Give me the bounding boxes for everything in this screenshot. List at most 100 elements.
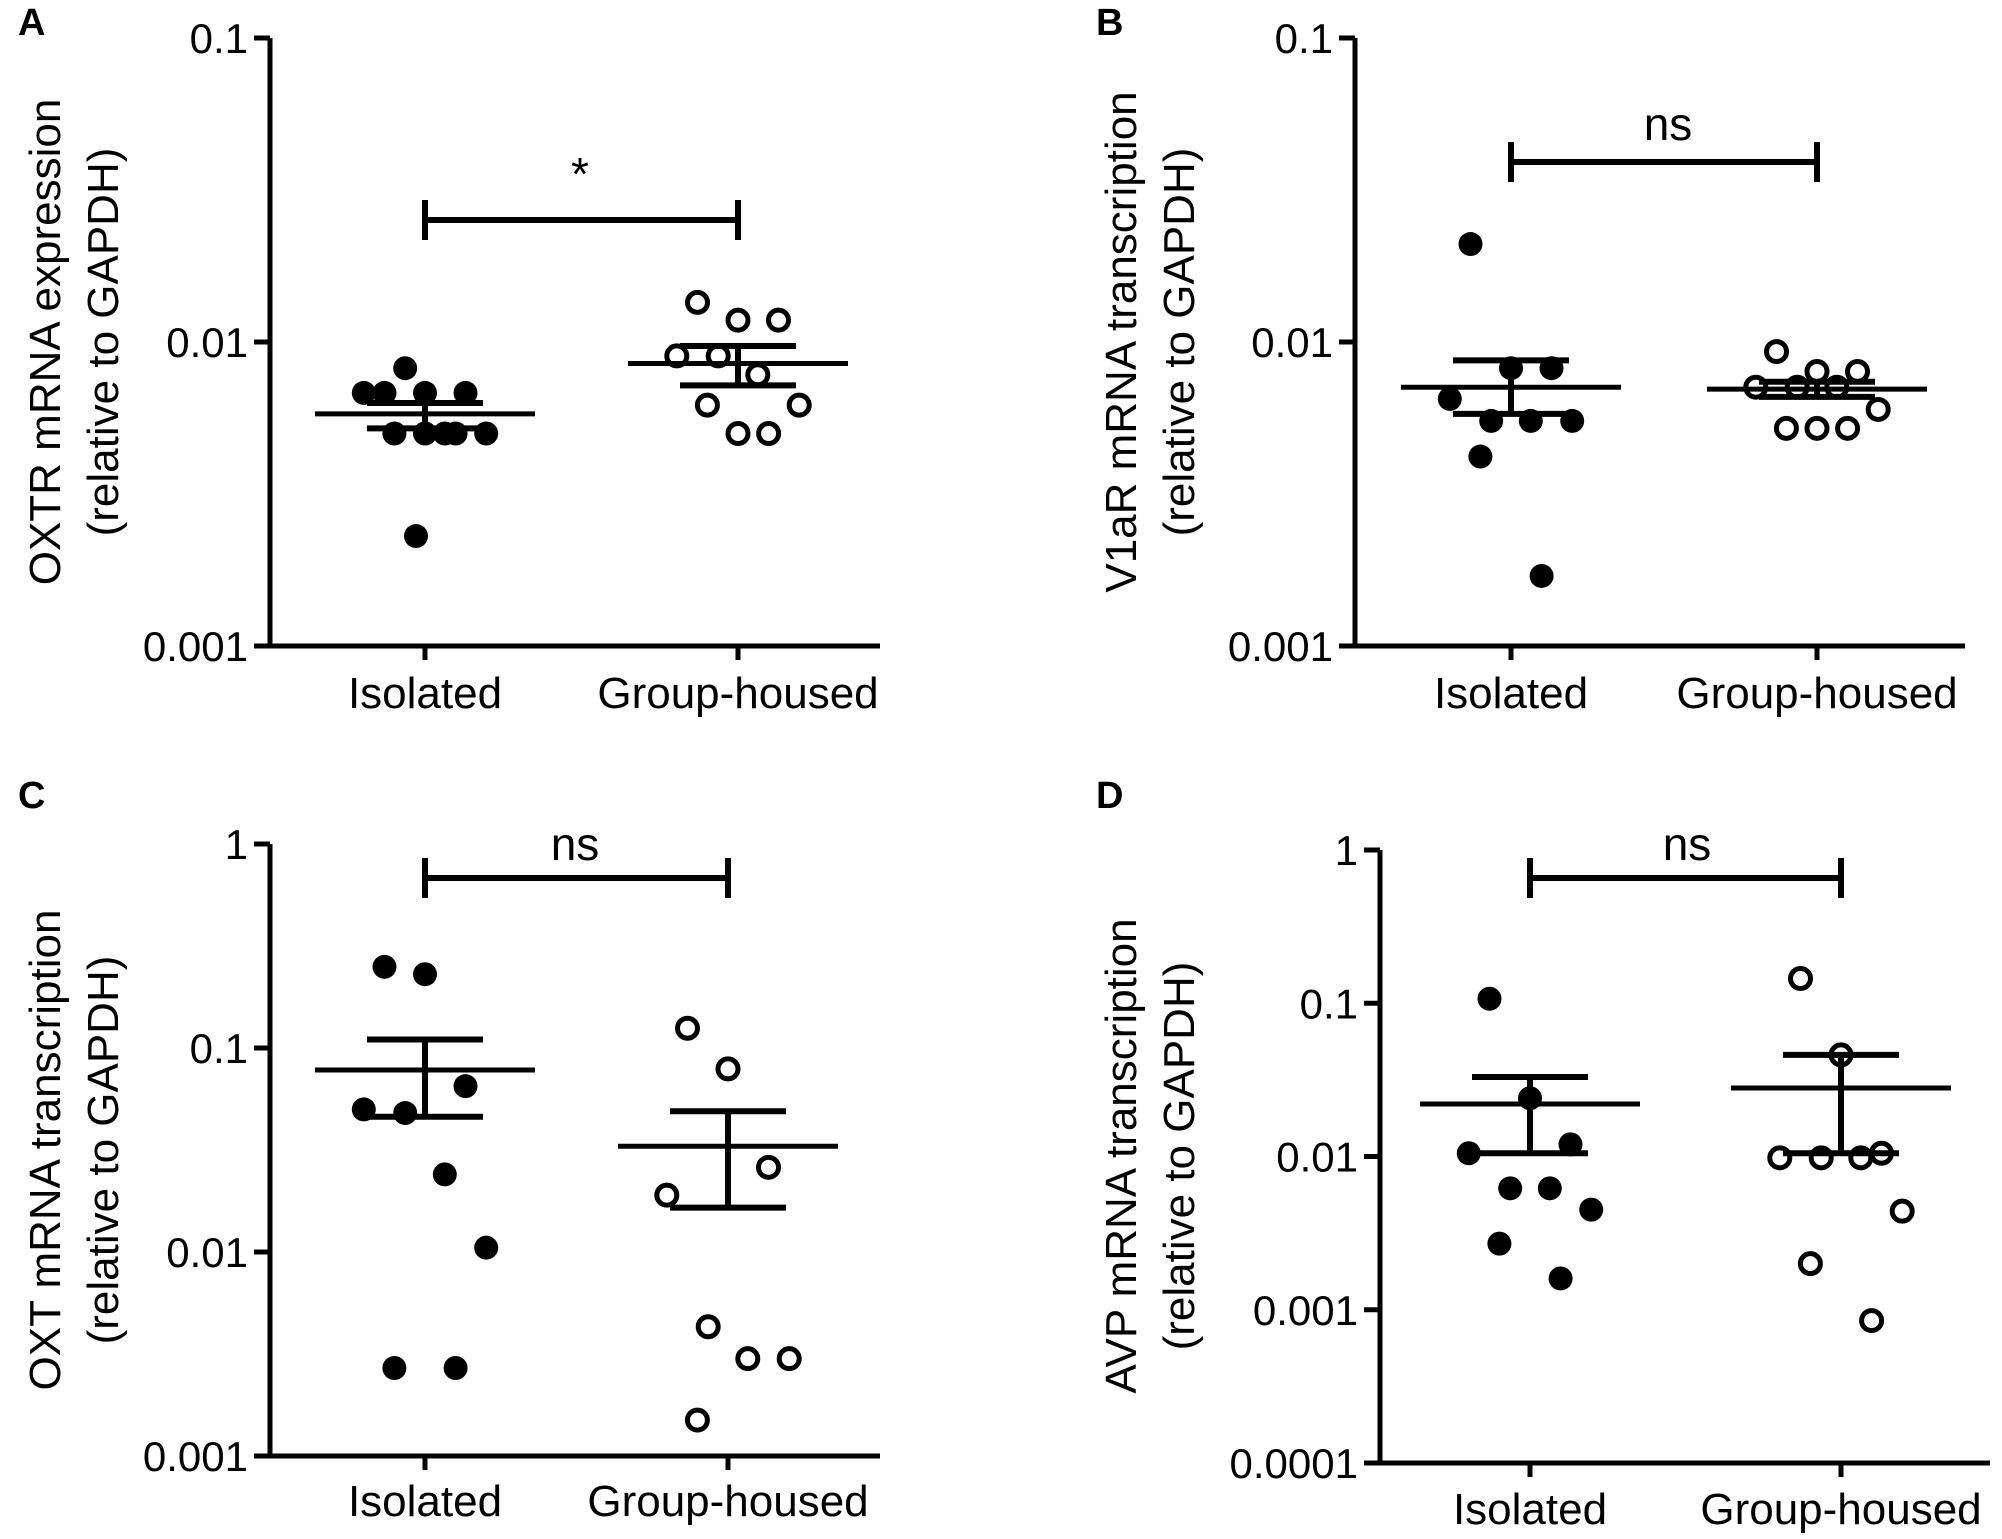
data-point <box>1835 415 1861 441</box>
data-point <box>1477 986 1502 1011</box>
data-point <box>1558 1132 1583 1157</box>
y-tick-label: 0.01 <box>1251 319 1333 366</box>
data-point <box>474 421 499 446</box>
data-point <box>1456 1141 1481 1166</box>
data-point <box>1845 358 1870 384</box>
data-point <box>1804 358 1830 384</box>
data-point <box>453 1074 478 1099</box>
data-point <box>684 1407 710 1433</box>
y-axis-label: (relative to GAPDH) <box>1155 148 1204 537</box>
data-point <box>1468 444 1493 469</box>
data-point <box>1537 1176 1562 1201</box>
y-tick-label: 1 <box>225 821 248 868</box>
data-point <box>1437 386 1462 411</box>
x-category-label: Isolated <box>348 669 502 718</box>
data-point <box>756 1154 781 1180</box>
significance-label: ns <box>551 818 600 870</box>
data-point <box>443 1356 468 1381</box>
significance-label: ns <box>1644 98 1693 150</box>
y-tick-label: 0.01 <box>166 1229 248 1276</box>
data-point <box>1797 1251 1823 1277</box>
y-tick-label: 0.1 <box>1275 15 1333 62</box>
panel-d: D 1 0.1 0.01 0.001 0.0001 Isolated Group-housed… <box>1096 775 1990 1534</box>
panel-letter: C <box>18 775 45 817</box>
y-axis-label: (relative to GAPDH) <box>79 148 128 537</box>
panel-c: C 1 0.1 0.01 0.001 Isolated Group-housed OXT mR… <box>18 775 880 1526</box>
data-point <box>1499 356 1523 381</box>
data-point <box>351 380 376 405</box>
data-point <box>443 421 468 446</box>
data-point <box>725 307 751 333</box>
y-axis-label: OXTR mRNA expression <box>21 99 70 586</box>
data-point <box>393 1101 418 1126</box>
data-point <box>413 421 437 446</box>
data-point <box>413 962 437 987</box>
data-point <box>654 1182 680 1208</box>
panel-letter: B <box>1096 2 1123 44</box>
y-tick-label: 0.0001 <box>1230 1440 1358 1487</box>
data-point <box>393 356 418 381</box>
data-point <box>1529 563 1554 588</box>
data-point <box>1764 339 1789 365</box>
data-point <box>786 392 812 418</box>
data-point <box>1487 1231 1512 1256</box>
data-point <box>1859 1308 1885 1334</box>
data-point <box>695 1314 721 1340</box>
data-point <box>1560 408 1585 433</box>
x-category-label: Group-housed <box>597 669 878 718</box>
data-point <box>1848 1145 1874 1171</box>
data-point <box>675 1015 700 1041</box>
y-tick-label: 0.1 <box>190 1025 248 1072</box>
y-tick-label: 1 <box>1335 827 1358 874</box>
data-point <box>1458 232 1483 257</box>
data-point <box>382 421 407 446</box>
y-tick-label: 0.001 <box>1228 623 1333 670</box>
data-point <box>372 954 397 979</box>
y-tick-label: 0.01 <box>166 319 248 366</box>
x-category-label: Group-housed <box>587 1477 868 1526</box>
data-point <box>474 1235 499 1260</box>
data-point <box>694 392 720 418</box>
y-tick-label: 0.1 <box>1300 980 1358 1027</box>
y-tick-label: 0.01 <box>1276 1134 1358 1181</box>
y-tick-label: 0.1 <box>190 15 248 62</box>
data-point <box>1773 415 1799 441</box>
data-point <box>382 1356 407 1381</box>
data-point <box>1539 356 1564 381</box>
significance-label: ns <box>1663 818 1712 870</box>
y-axis-label: V1aR mRNA transcription <box>1097 91 1146 592</box>
data-point <box>1889 1198 1915 1224</box>
data-point <box>756 421 782 447</box>
data-point <box>1518 1086 1542 1111</box>
data-point <box>1865 396 1891 422</box>
y-axis-label: AVP mRNA transcription <box>1097 918 1146 1393</box>
data-point <box>404 524 428 549</box>
x-category-label: Isolated <box>348 1477 502 1526</box>
data-point <box>351 1097 376 1122</box>
y-tick-label: 0.001 <box>143 1433 248 1480</box>
panel-letter: A <box>18 2 45 44</box>
x-category-label: Group-housed <box>1700 1485 1981 1534</box>
data-point <box>1548 1266 1573 1291</box>
data-point <box>372 380 397 405</box>
data-point <box>1828 1042 1854 1068</box>
data-point <box>745 362 771 388</box>
data-point <box>1579 1197 1604 1222</box>
data-point <box>1479 408 1504 433</box>
significance-label: * <box>571 148 589 200</box>
data-point <box>1804 415 1830 441</box>
data-point <box>453 380 478 405</box>
data-point <box>432 1162 457 1187</box>
panel-a: A 0.1 0.01 0.001 Isolated Group-housed OXTR mR… <box>18 2 880 718</box>
y-tick-label: 0.001 <box>143 623 248 670</box>
data-point <box>1767 1145 1793 1171</box>
data-point <box>776 1346 802 1372</box>
panel-letter: D <box>1096 775 1123 817</box>
y-axis-label: (relative to GAPDH) <box>1155 962 1204 1351</box>
x-category-label: Isolated <box>1453 1485 1607 1534</box>
data-point <box>715 1056 741 1082</box>
panel-b: B 0.1 0.01 0.001 Isolated Group-housed V1aR mR… <box>1096 2 1965 718</box>
data-point <box>735 1346 761 1372</box>
y-tick-label: 0.001 <box>1253 1287 1358 1334</box>
